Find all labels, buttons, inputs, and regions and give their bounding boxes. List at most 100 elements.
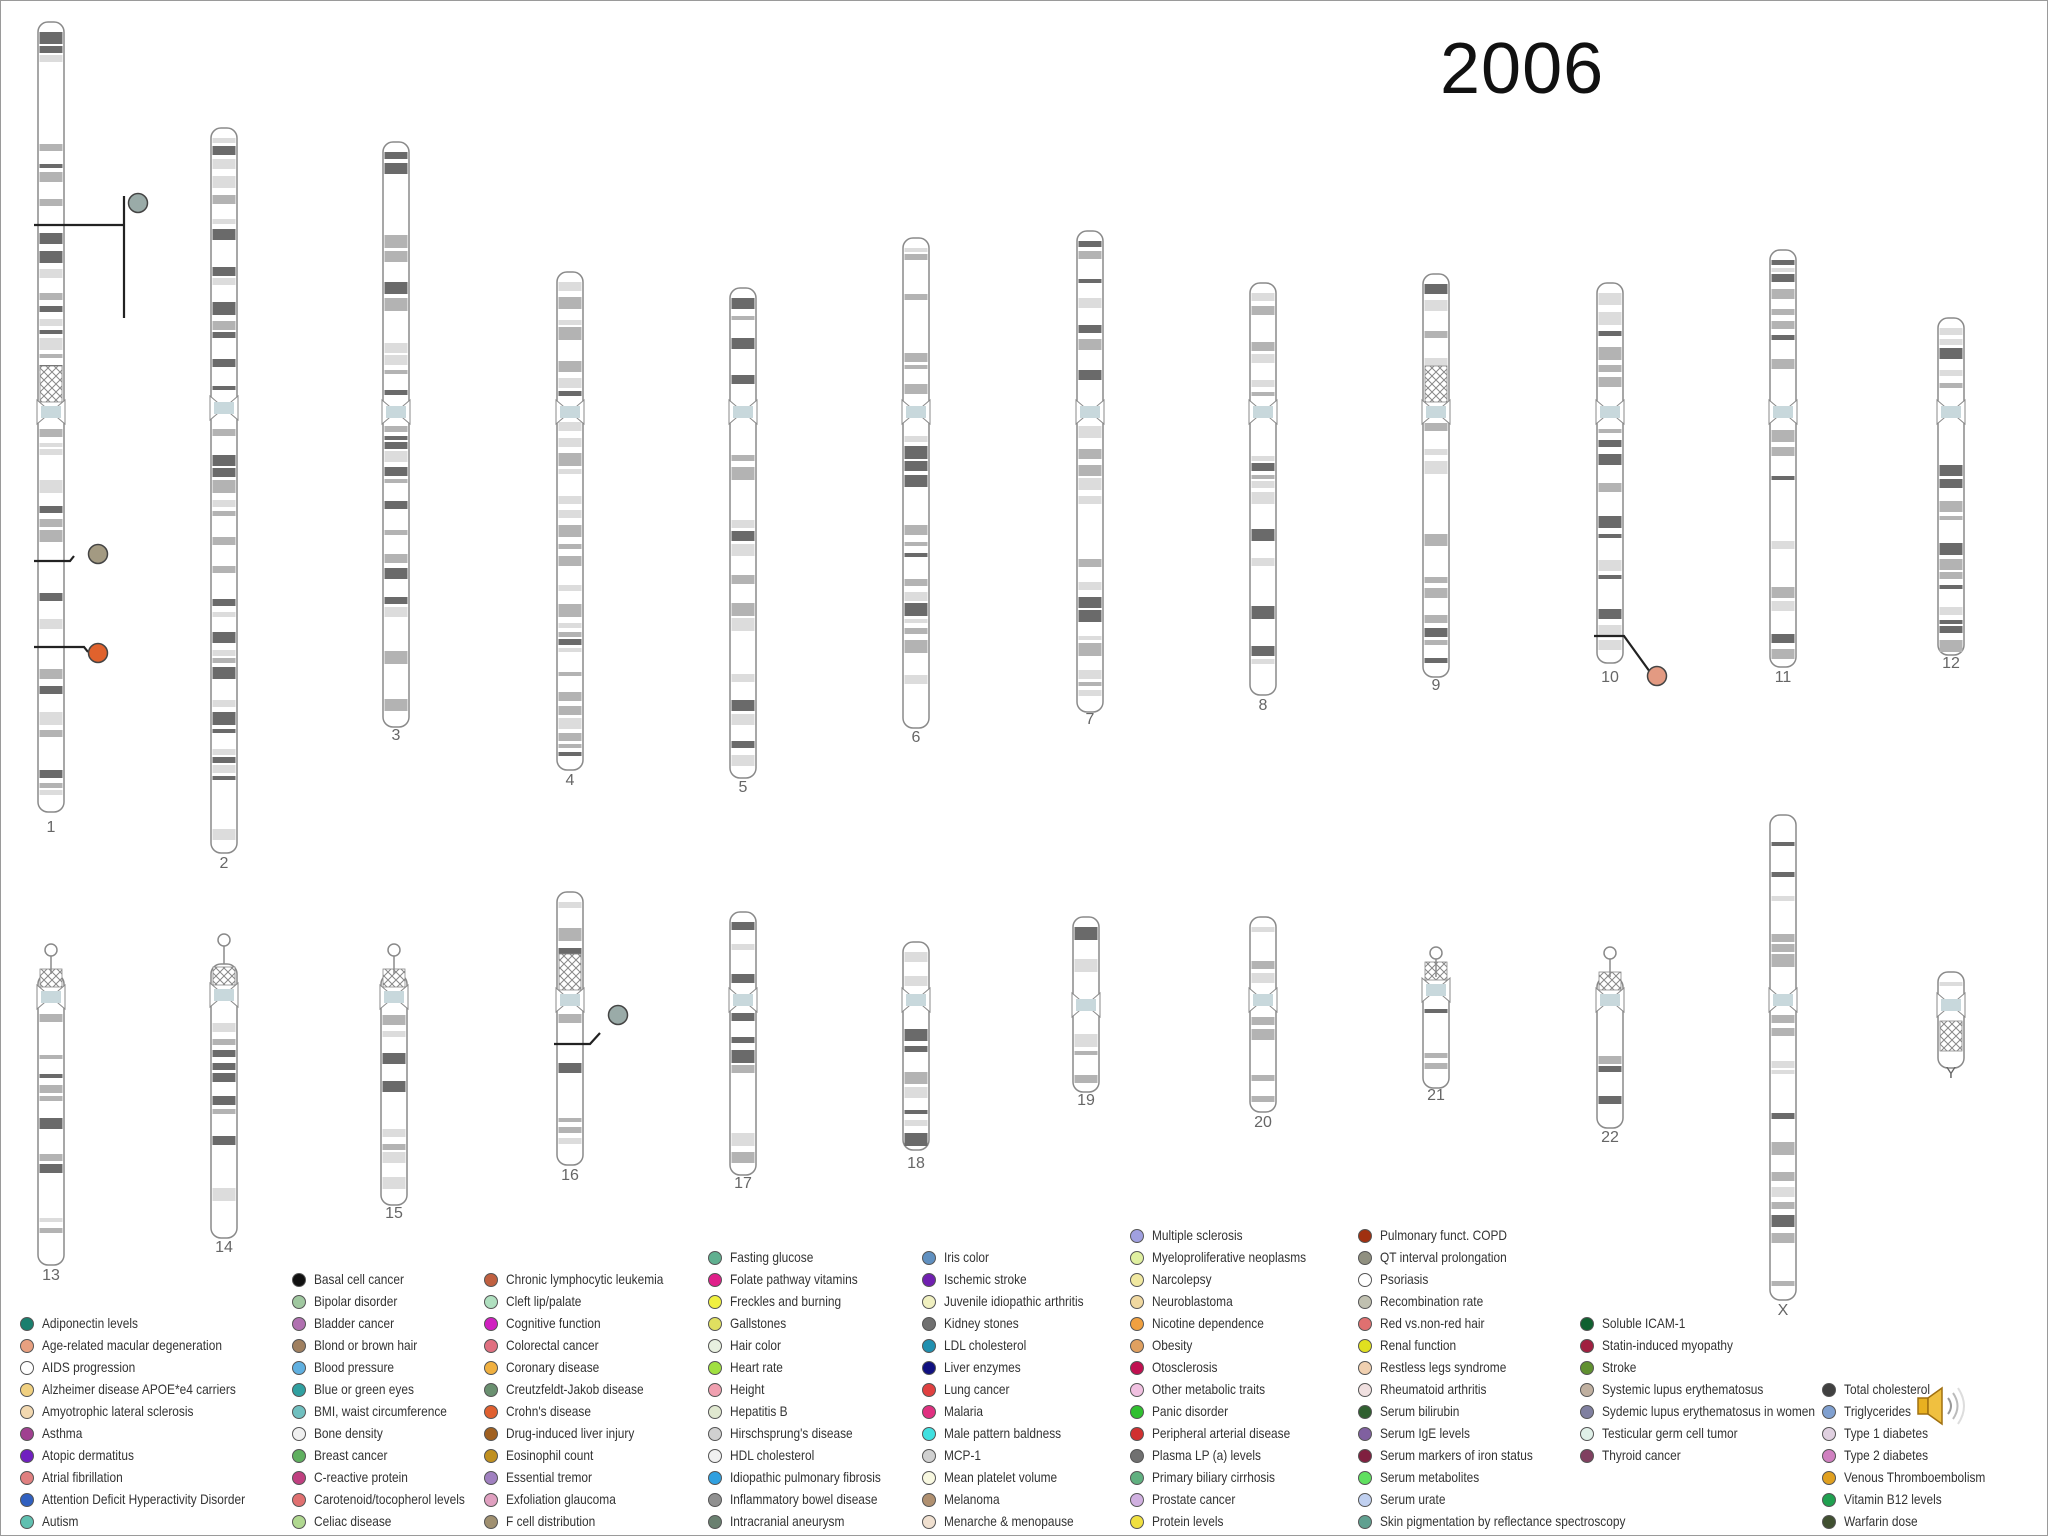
legend-label: LDL cholesterol [944,1337,1027,1353]
legend-label: Serum metabolites [1380,1469,1480,1485]
legend-label: Prostate cancer [1152,1491,1236,1507]
legend-color-dot [1358,1361,1372,1375]
chromosome-6: 6 [901,237,931,746]
legend-color-dot [1130,1471,1144,1485]
legend-color-dot [1580,1361,1594,1375]
legend-label: Protein levels [1152,1513,1224,1529]
legend-label: Atopic dermatitus [42,1447,134,1463]
legend-label: Nicotine dependence [1152,1315,1264,1331]
legend-color-dot [1358,1515,1372,1529]
legend-label: Autism [42,1513,79,1529]
legend-color-dot [708,1273,722,1287]
legend-color-dot [1358,1427,1372,1441]
legend-label: Heart rate [730,1359,783,1375]
chromosome-11: 11 [1768,249,1798,686]
legend-label: Thyroid cancer [1602,1447,1681,1463]
legend-label: Breast cancer [314,1447,388,1463]
legend-color-dot [1130,1251,1144,1265]
legend-color-dot [484,1405,498,1419]
legend-color-dot [292,1361,306,1375]
legend-label: Cognitive function [506,1315,601,1331]
legend-label: Narcolepsy [1152,1271,1212,1287]
chromosome-2: 2 [209,127,239,872]
chromosome-label: Y [1946,1065,1957,1082]
chromosome-15: 15 [379,943,409,1222]
legend-color-dot [292,1515,306,1529]
legend-color-dot [292,1471,306,1485]
legend-label: Serum urate [1380,1491,1446,1507]
chromosome-Y: Y [1936,971,1966,1082]
legend-color-dot [20,1449,34,1463]
legend-color-dot [922,1493,936,1507]
legend-label: Systemic lupus erythematosus [1602,1381,1764,1397]
legend-label: Bladder cancer [314,1315,395,1331]
legend-color-dot [1358,1229,1372,1243]
chromosome-label: 16 [561,1167,579,1184]
legend-color-dot [1822,1471,1836,1485]
legend-color-dot [292,1383,306,1397]
chromosome-16: 16 [555,891,585,1184]
legend-label: Ischemic stroke [944,1271,1027,1287]
legend-label: Bipolar disorder [314,1293,398,1309]
legend-color-dot [292,1295,306,1309]
legend-color-dot [1358,1317,1372,1331]
legend-color-dot [922,1405,936,1419]
legend-label: Coronary disease [506,1359,600,1375]
chromosome-label: 8 [1259,697,1268,714]
chromosome-12: 12 [1936,317,1966,672]
legend-label: Menarche & menopause [944,1513,1074,1529]
legend-color-dot [484,1515,498,1529]
legend-color-dot [1130,1295,1144,1309]
legend-color-dot [922,1427,936,1441]
legend-label: Recombination rate [1380,1293,1484,1309]
legend-label: BMI, waist circumference [314,1403,447,1419]
chromosome-label: 15 [385,1205,403,1222]
legend-label: Eosinophil count [506,1447,594,1463]
legend-label: Skin pigmentation by reflectance spectro… [1380,1513,1626,1529]
legend-color-dot [292,1339,306,1353]
legend-color-dot [484,1427,498,1441]
legend-color-dot [922,1273,936,1287]
legend-color-dot [708,1427,722,1441]
legend-label: HDL cholesterol [730,1447,815,1463]
legend-color-dot [20,1493,34,1507]
legend-label: Hirschsprung's disease [730,1425,853,1441]
legend-color-dot [708,1405,722,1419]
chromosome-label: 12 [1942,655,1960,672]
speaker-icon[interactable] [1912,1382,1972,1432]
legend-color-dot [1130,1405,1144,1419]
legend-color-dot [922,1471,936,1485]
legend-color-dot [1130,1427,1144,1441]
legend-label: Amyotrophic lateral sclerosis [42,1403,194,1419]
legend-label: Peripheral arterial disease [1152,1425,1291,1441]
legend-label: Folate pathway vitamins [730,1271,858,1287]
chromosome-label: 14 [215,1239,233,1256]
legend-color-dot [1358,1449,1372,1463]
legend-label: Inflammatory bowel disease [730,1491,878,1507]
chromosome-label: 7 [1086,711,1095,728]
legend-label: Renal function [1380,1337,1457,1353]
trait-marker-chr1 [34,543,109,565]
chromosome-label: 11 [1775,669,1792,686]
legend-color-dot [20,1405,34,1419]
legend-color-dot [1130,1361,1144,1375]
legend-color-dot [1580,1405,1594,1419]
legend-color-dot [1822,1515,1836,1529]
legend-color-dot [1130,1515,1144,1529]
legend-label: Height [730,1381,765,1397]
legend-label: F cell distribution [506,1513,596,1529]
legend-color-dot [708,1339,722,1353]
legend-color-dot [484,1471,498,1485]
legend-color-dot [922,1251,936,1265]
chromosome-label: 13 [42,1267,60,1284]
legend-color-dot [922,1515,936,1529]
trait-marker-chr16 [554,1004,629,1046]
legend-label: Chronic lymphocytic leukemia [506,1271,664,1287]
legend-label: Exfoliation glaucoma [506,1491,616,1507]
chromosome-17: 17 [728,911,758,1192]
legend-color-dot [922,1449,936,1463]
legend-color-dot [292,1405,306,1419]
legend-color-dot [484,1493,498,1507]
legend-label: Lung cancer [944,1381,1010,1397]
legend-label: Basal cell cancer [314,1271,404,1287]
